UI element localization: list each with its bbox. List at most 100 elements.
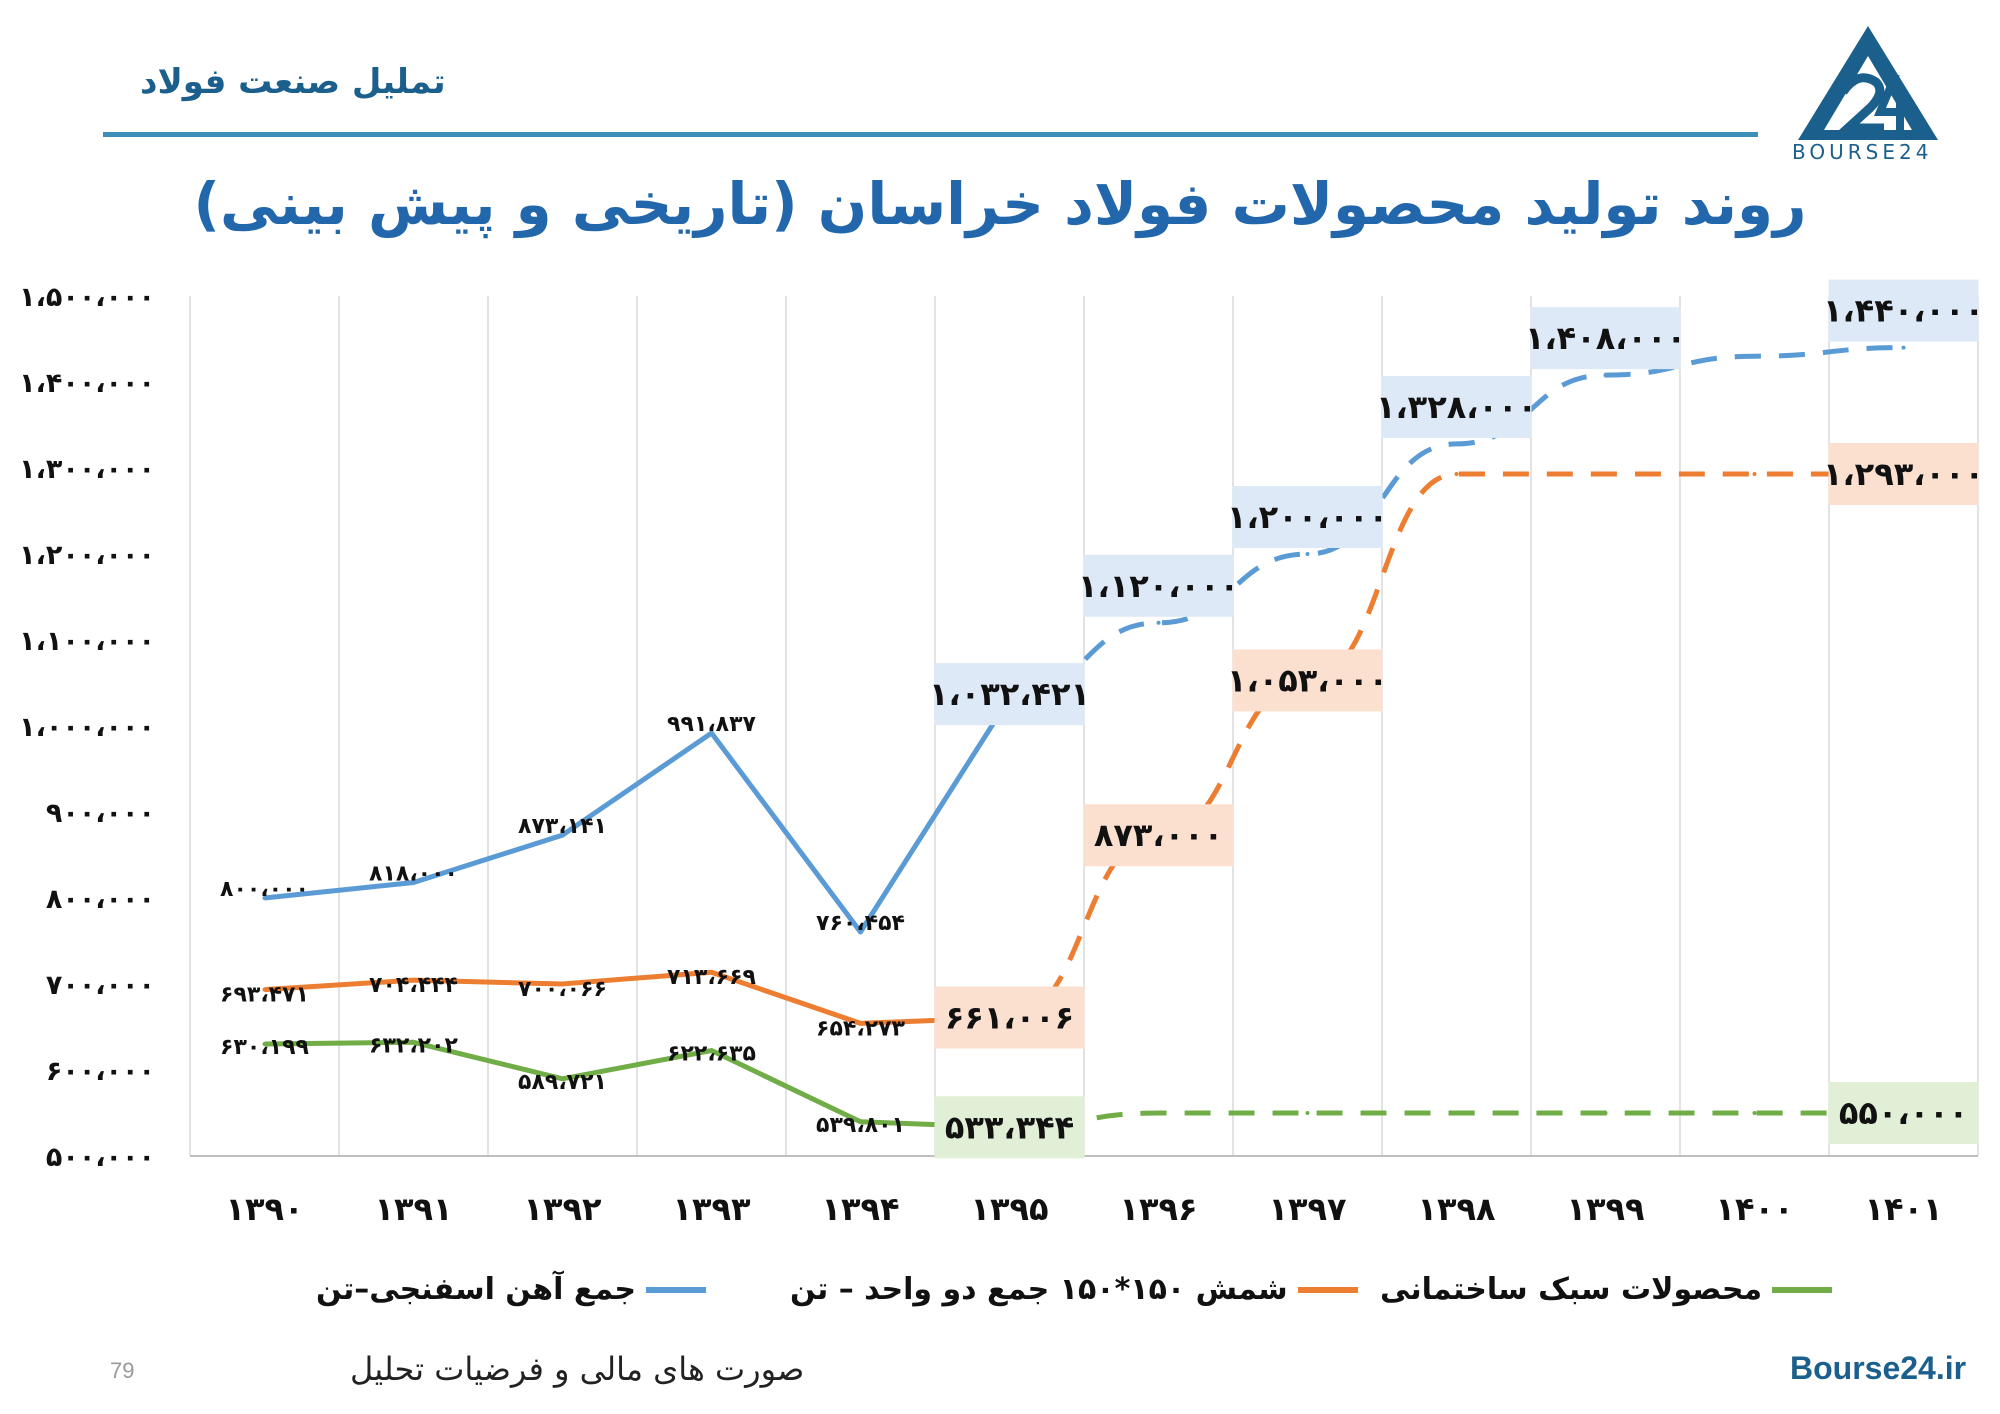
- series-line-historical: [264, 969, 1010, 1026]
- data-label: ۶۵۴،۲۷۳: [816, 1016, 905, 1041]
- legend-swatch-blue: [646, 1286, 707, 1293]
- data-label: ۸۷۳،۱۴۱: [518, 814, 607, 839]
- bourse24-logo: [1798, 26, 1938, 140]
- data-point: [262, 1042, 267, 1047]
- data-point: [560, 1076, 565, 1081]
- legend-label: محصولات سبک ساختمانی: [1380, 1272, 1763, 1307]
- data-label: ۸۱۸،۰۰۰: [369, 862, 458, 887]
- data-label-box: [934, 1096, 1085, 1159]
- data-point: [411, 1040, 416, 1045]
- x-tick-label: ۱۳۹۱: [374, 1190, 452, 1228]
- data-point: [560, 981, 565, 986]
- header-title: تملیل صنعت فولاد: [140, 62, 446, 102]
- y-tick-label: ۱،۱۰۰،۰۰۰: [19, 626, 155, 657]
- y-tick-label: ۱،۲۰۰،۰۰۰: [19, 540, 155, 571]
- data-point: [1454, 1111, 1459, 1115]
- data-point: [709, 1048, 714, 1053]
- data-label-box: [1530, 307, 1681, 370]
- data-point: [1603, 1111, 1608, 1115]
- data-label: ۹۹۱،۸۳۷: [667, 712, 756, 737]
- data-label: ۸۷۳،۰۰۰: [1094, 816, 1223, 854]
- data-point: [411, 978, 416, 983]
- data-label: ۸۰۰،۰۰۰: [220, 877, 309, 902]
- data-point: [858, 1021, 863, 1026]
- x-tick-label: ۱۳۹۰: [225, 1190, 303, 1228]
- x-tick-label: ۱۳۹۲: [523, 1190, 602, 1228]
- data-point: [1901, 345, 1906, 350]
- data-point: [1305, 1111, 1310, 1115]
- data-label: ۶۲۲،۶۳۵: [667, 1042, 756, 1067]
- x-tick-label: ۱۳۹۸: [1417, 1190, 1496, 1228]
- y-tick-label: ۸۰۰،۰۰۰: [46, 884, 155, 915]
- data-label: ۶۹۳،۴۷۱: [220, 983, 309, 1008]
- data-label: ۵۵۰،۰۰۰: [1839, 1094, 1968, 1132]
- x-tick-label: ۱۴۰۰: [1715, 1190, 1793, 1228]
- x-tick-label: ۱۳۹۵: [970, 1190, 1048, 1228]
- legend-label: جمع آهن اسفنجی–تن: [316, 1272, 637, 1307]
- data-point: [262, 896, 267, 900]
- data-point: [858, 1119, 863, 1124]
- data-point: [1305, 552, 1310, 556]
- y-tick-label: ۱،۵۰۰،۰۰۰: [19, 282, 155, 313]
- data-point: [560, 833, 565, 838]
- series-line-forecast: [1009, 345, 1904, 701]
- data-label-box: [1232, 486, 1383, 548]
- data-label: ۷۶۰،۴۵۴: [816, 911, 905, 936]
- y-tick-label: ۹۰۰،۰۰۰: [46, 798, 155, 829]
- y-tick-label: ۱،۳۰۰،۰۰۰: [19, 454, 155, 485]
- y-tick-label: ۵۰۰،۰۰۰: [46, 1142, 155, 1173]
- data-label-box: [1232, 649, 1383, 712]
- series-line-historical: [264, 1039, 1010, 1130]
- header-divider: [103, 132, 1758, 137]
- data-label: ۱،۴۰۸،۰۰۰: [1525, 319, 1686, 357]
- page-number: 79: [110, 1358, 135, 1383]
- x-tick-label: ۱۳۹۳: [672, 1190, 751, 1228]
- data-label: ۷۰۰،۰۶۶: [518, 977, 607, 1002]
- legend-item-sponge-iron: جمع آهن اسفنجی–تن: [316, 1272, 707, 1307]
- data-label-box: [1083, 804, 1234, 867]
- data-label: ۵۳۹،۸۰۱: [816, 1113, 905, 1138]
- data-label-box: [1828, 279, 1979, 342]
- data-point: [1752, 1111, 1757, 1115]
- data-point: [709, 731, 714, 736]
- data-label: ۱،۲۹۳،۰۰۰: [1823, 455, 1984, 493]
- data-label-box: [1828, 443, 1979, 506]
- data-label: ۶۶۱،۰۰۶: [945, 999, 1074, 1037]
- data-point: [411, 880, 416, 885]
- series-line-historical: [264, 696, 1012, 935]
- data-point: [1752, 472, 1757, 477]
- legend-item-light-products: محصولات سبک ساختمانی: [1380, 1272, 1833, 1307]
- logo-text: BOURSE24: [1792, 140, 1933, 164]
- data-point: [1156, 620, 1161, 625]
- x-tick-label: ۱۳۹۶: [1119, 1190, 1197, 1228]
- footer-source-note: صورت های مالی و فرضیات تحلیل: [350, 1350, 805, 1388]
- legend-label: شمش ۱۵۰*۱۵۰ جمع دو واحد – تن: [790, 1272, 1288, 1307]
- data-label: ۱،۳۲۸،۰۰۰: [1376, 388, 1537, 426]
- data-label: ۱،۰۵۳،۰۰۰: [1227, 661, 1388, 699]
- legend-item-billet: شمش ۱۵۰*۱۵۰ جمع دو واحد – تن: [790, 1272, 1358, 1307]
- footer-website: Bourse24.ir: [1790, 1350, 1967, 1386]
- data-point: [1603, 373, 1608, 378]
- chart-title: روند تولید محصولات فولاد خراسان (تاریخی …: [193, 170, 1807, 238]
- data-label-box: [1828, 1082, 1979, 1144]
- data-label: ۷۱۳،۶۶۹: [667, 965, 756, 990]
- data-label: ۷۰۴،۴۴۴: [369, 973, 458, 998]
- data-point: [1752, 354, 1757, 359]
- data-point: [262, 987, 267, 992]
- x-tick-label: ۱۳۹۴: [821, 1190, 899, 1228]
- legend-swatch-orange: [1297, 1286, 1358, 1293]
- y-tick-label: ۶۰۰،۰۰۰: [46, 1056, 155, 1087]
- series-line-forecast: [1009, 1110, 1904, 1130]
- data-label-box: [1083, 554, 1234, 617]
- data-point: [1603, 472, 1608, 477]
- y-tick-label: ۱،۰۰۰،۰۰۰: [19, 712, 155, 743]
- data-label-box: [1381, 375, 1532, 438]
- data-point: [858, 930, 863, 935]
- x-tick-label: ۱۳۹۹: [1566, 1190, 1644, 1228]
- data-point: [709, 970, 714, 975]
- data-label: ۵۸۹،۷۲۱: [518, 1070, 607, 1095]
- data-label: ۶۳۲،۲۰۲: [369, 1033, 458, 1058]
- data-point: [1156, 1111, 1161, 1115]
- data-label: ۱،۱۲۰،۰۰۰: [1078, 567, 1239, 605]
